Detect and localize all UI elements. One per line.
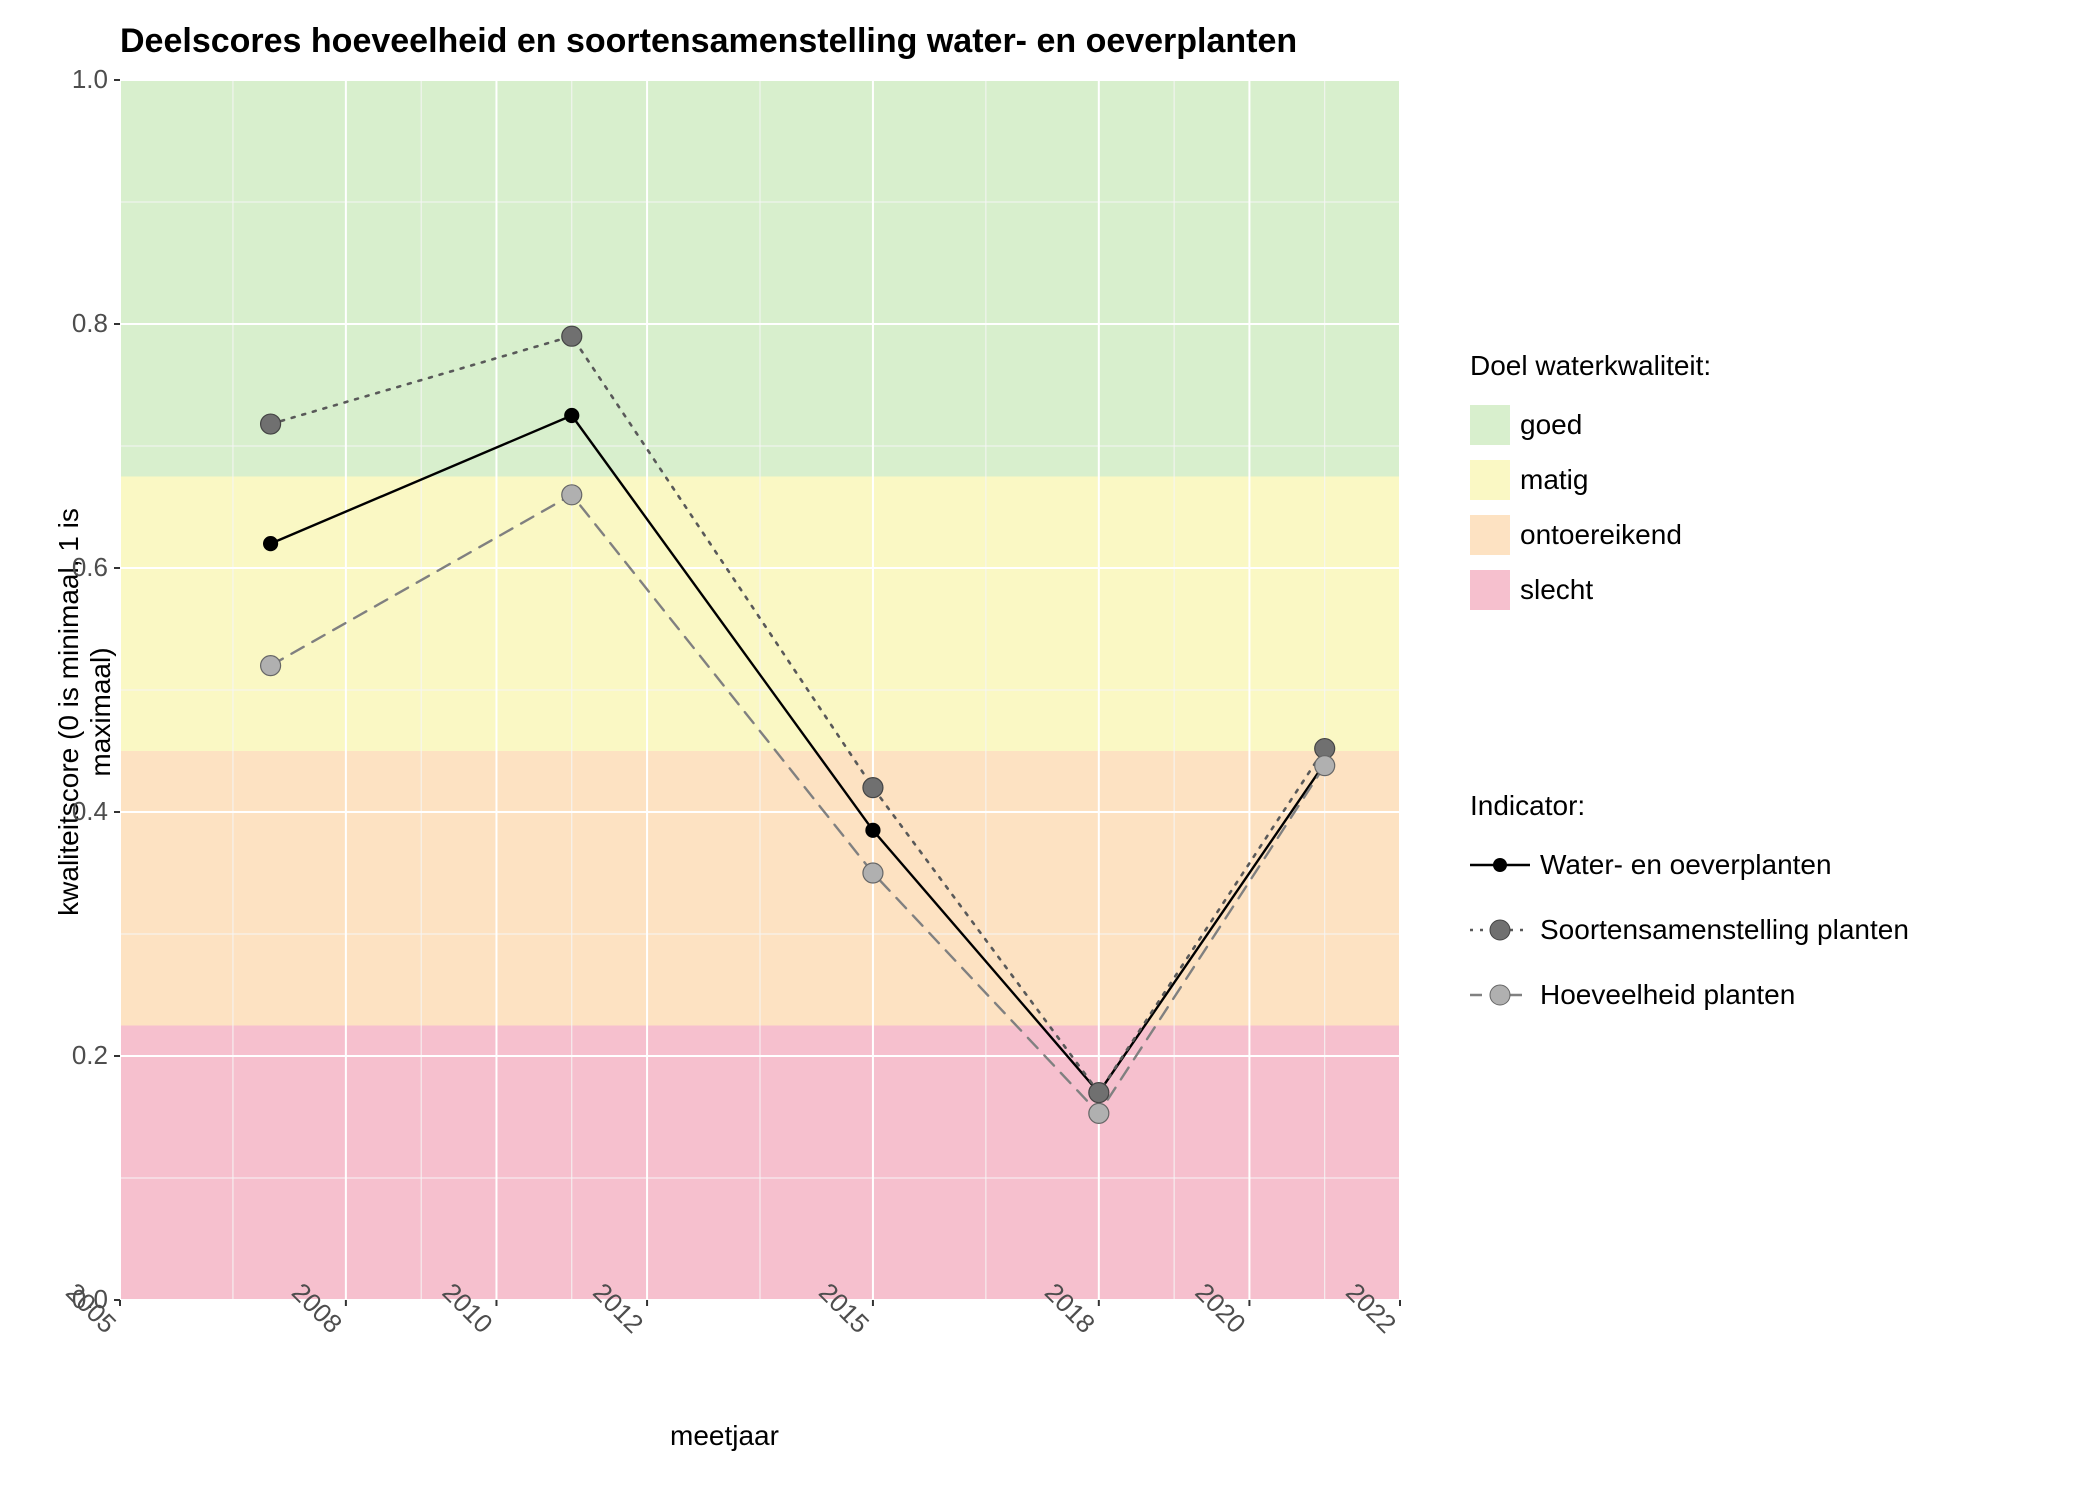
legend-band-item: matig bbox=[1470, 460, 1588, 500]
legend-band-label: goed bbox=[1520, 409, 1582, 441]
legend-series-title: Indicator: bbox=[1470, 790, 1585, 822]
legend-series-label: Soortensamenstelling planten bbox=[1540, 914, 1909, 946]
legend-band-item: goed bbox=[1470, 405, 1582, 445]
legend-swatch bbox=[1470, 460, 1510, 500]
legend-series-label: Water- en oeverplanten bbox=[1540, 849, 1832, 881]
legend-line-sample bbox=[1470, 975, 1530, 1015]
y-axis-label: kwaliteitscore (0 is minimaal, 1 is maxi… bbox=[53, 452, 117, 972]
x-axis-label: meetjaar bbox=[670, 1420, 779, 1452]
legend-band-label: ontoereikend bbox=[1520, 519, 1682, 551]
ytick-label: 0.2 bbox=[72, 1040, 108, 1071]
legend-series-item: Water- en oeverplanten bbox=[1470, 845, 1832, 885]
legend-band-label: slecht bbox=[1520, 574, 1593, 606]
legend-series-item: Soortensamenstelling planten bbox=[1470, 910, 1909, 950]
legend-swatch bbox=[1470, 570, 1510, 610]
ytick-label: 0.4 bbox=[72, 796, 108, 827]
ytick-label: 0.8 bbox=[72, 308, 108, 339]
legend-band-item: ontoereikend bbox=[1470, 515, 1682, 555]
legend-band-item: slecht bbox=[1470, 570, 1593, 610]
chart-plot: 20052008201020122015201820202022 bbox=[0, 0, 2100, 1500]
legend-band-title: Doel waterkwaliteit: bbox=[1470, 350, 1711, 382]
ytick-label: 0.0 bbox=[72, 1284, 108, 1315]
legend-line-sample bbox=[1470, 910, 1530, 950]
legend-swatch bbox=[1470, 405, 1510, 445]
legend-band-label: matig bbox=[1520, 464, 1588, 496]
legend-swatch bbox=[1470, 515, 1510, 555]
ytick-label: 1.0 bbox=[72, 64, 108, 95]
ytick-label: 0.6 bbox=[72, 552, 108, 583]
legend-series-item: Hoeveelheid planten bbox=[1470, 975, 1795, 1015]
legend-series-label: Hoeveelheid planten bbox=[1540, 979, 1795, 1011]
legend-line-sample bbox=[1470, 845, 1530, 885]
